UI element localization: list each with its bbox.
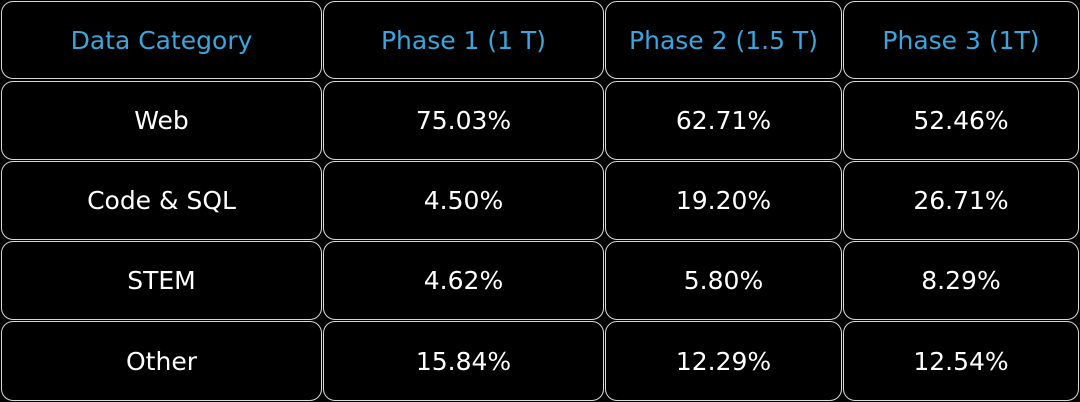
table-cell: 4.50%: [323, 161, 604, 240]
column-header: Phase 3 (1T): [843, 1, 1079, 79]
table-cell: 19.20%: [605, 161, 842, 240]
row-label: Other: [1, 321, 322, 401]
table-cell: 4.62%: [323, 241, 604, 320]
table-cell: 12.29%: [605, 321, 842, 401]
table-cell: 12.54%: [843, 321, 1079, 401]
column-header: Phase 1 (1 T): [323, 1, 604, 79]
row-label: STEM: [1, 241, 322, 320]
table-cell: 52.46%: [843, 81, 1079, 160]
column-header: Phase 2 (1.5 T): [605, 1, 842, 79]
table-cell: 62.71%: [605, 81, 842, 160]
table-cell: 15.84%: [323, 321, 604, 401]
row-label: Code & SQL: [1, 161, 322, 240]
row-label: Web: [1, 81, 322, 160]
table-cell: 26.71%: [843, 161, 1079, 240]
table-cell: 8.29%: [843, 241, 1079, 320]
table-cell: 75.03%: [323, 81, 604, 160]
table-cell: 5.80%: [605, 241, 842, 320]
column-header: Data Category: [1, 1, 322, 79]
